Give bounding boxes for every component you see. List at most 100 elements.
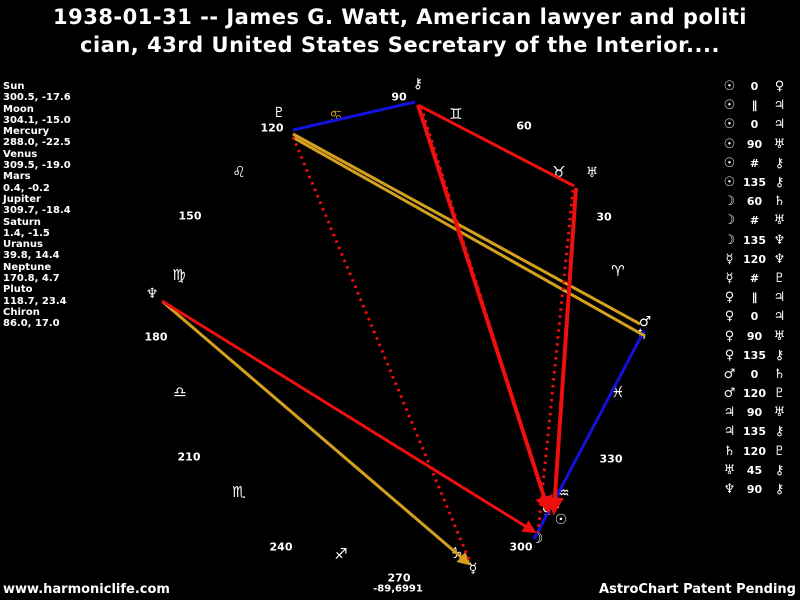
aspect-row-12: ♀ ∥ ♃ bbox=[721, 288, 788, 307]
planet-mercury-icon: ☿ bbox=[468, 561, 478, 577]
aspect-planet1-glyph: ♃ bbox=[723, 405, 736, 421]
planet-value-pluto: 118.7, 23.4 bbox=[3, 295, 67, 307]
aspect-type-label: 120 bbox=[743, 252, 766, 266]
aspect-planet2-glyph: ♄ bbox=[773, 194, 786, 210]
aspect-row-8: ☽ # ♅ bbox=[721, 211, 788, 230]
degree-label-60: 60 bbox=[516, 119, 532, 133]
aspect-planet2-glyph: ♀ bbox=[774, 79, 785, 95]
aspect-planet2-glyph: ♇ bbox=[773, 386, 786, 402]
aspect-type-label: 0 bbox=[750, 80, 759, 94]
aspect-type-label: 90 bbox=[746, 137, 763, 151]
aspect-type-label: 90 bbox=[746, 406, 763, 420]
planet-pluto-icon: ♇ bbox=[272, 105, 286, 121]
aspect-type-label: 120 bbox=[743, 444, 766, 458]
aspect-planet1-glyph: ♄ bbox=[723, 443, 736, 459]
aspect-planet1-glyph: ♀ bbox=[724, 290, 735, 306]
degree-label-210: 210 bbox=[177, 450, 201, 464]
zodiac-sagittarius-icon: ♐ bbox=[334, 545, 348, 563]
degree-label-330: 330 bbox=[599, 452, 623, 466]
degree-label-150: 150 bbox=[178, 209, 202, 223]
aspect-row-10: ☿ 120 ♆ bbox=[721, 250, 788, 269]
aspect-type-label: ∥ bbox=[751, 291, 758, 305]
planet-value-moon: 304.1, -15.0 bbox=[3, 114, 71, 126]
aspect-row-14: ♀ 90 ♅ bbox=[721, 326, 788, 345]
planet-name-jupiter: Jupiter bbox=[3, 193, 41, 205]
aspect-row-18: ♃ 90 ♅ bbox=[721, 403, 788, 422]
planet-name-pluto: Pluto bbox=[3, 284, 33, 296]
planet-name-venus: Venus bbox=[3, 148, 38, 160]
aspect-planet1-glyph: ☽ bbox=[723, 194, 736, 210]
website-link[interactable]: www.harmoniclife.com bbox=[3, 582, 170, 597]
aspect-type-label: 120 bbox=[743, 387, 766, 401]
aspect-planet2-glyph: ⚷ bbox=[774, 175, 785, 191]
planet-name-chiron: Chiron bbox=[3, 306, 40, 318]
planet-name-sun: Sun bbox=[3, 81, 25, 92]
aspect-planet1-glyph: ☉ bbox=[723, 117, 736, 133]
zodiac-virgo-icon: ♍ bbox=[172, 266, 186, 284]
aspect-planet2-glyph: ⚷ bbox=[774, 424, 785, 440]
planet-value-sun: 300.5, -17.6 bbox=[3, 92, 71, 104]
zodiac-aries-icon: ♈ bbox=[611, 262, 625, 280]
aspect-type-label: # bbox=[749, 271, 760, 285]
aspect-planet2-glyph: ♇ bbox=[773, 443, 786, 459]
aspect-type-label: 0 bbox=[750, 118, 759, 132]
aspect-planet2-glyph: ♆ bbox=[773, 251, 786, 267]
zodiac-capricorn-icon: ♑ bbox=[449, 544, 463, 562]
aspect-row-2: ☉ ∥ ♃ bbox=[721, 96, 788, 115]
aspect-planet2-glyph: ♇ bbox=[773, 270, 786, 286]
zodiac-leo-icon: ♌ bbox=[232, 163, 246, 181]
aspect-row-6: ☉ 135 ⚷ bbox=[721, 173, 788, 192]
aspect-type-label: 135 bbox=[743, 425, 766, 439]
aspect-type-label: 135 bbox=[743, 348, 766, 362]
aspect-row-13: ♀ 0 ♃ bbox=[721, 307, 788, 326]
aspect-type-label: ∥ bbox=[751, 99, 758, 113]
planet-value-chiron: 86.0, 17.0 bbox=[3, 318, 60, 330]
aspect-planet2-glyph: ♄ bbox=[773, 366, 786, 382]
degree-label-120: 120 bbox=[260, 121, 284, 135]
axis-readout-label: -89,6991 bbox=[373, 583, 423, 595]
planet-uranus-icon: ♅ bbox=[585, 165, 599, 181]
aspect-planet2-glyph: ♃ bbox=[773, 117, 786, 133]
planet-saturn-icon: ♄ bbox=[635, 327, 649, 343]
aspect-planet2-glyph: ⚷ bbox=[774, 155, 785, 171]
aspect-type-label: # bbox=[749, 214, 760, 228]
planet-value-saturn: 1.4, -1.5 bbox=[3, 227, 50, 239]
degree-label-90: 90 bbox=[391, 90, 407, 104]
aspect-type-label: 0 bbox=[750, 310, 759, 324]
aspect-planet1-glyph: ☽ bbox=[723, 213, 736, 229]
aspect-type-label: # bbox=[749, 156, 760, 170]
planet-moon-icon: ☽ bbox=[530, 531, 544, 547]
aspect-type-label: 90 bbox=[746, 329, 763, 343]
aspect-type-label: 90 bbox=[746, 483, 763, 497]
aspect-planet1-glyph: ☉ bbox=[723, 79, 736, 95]
zodiac-pisces-icon: ♓ bbox=[611, 383, 625, 401]
aspect-planet1-glyph: ☉ bbox=[723, 175, 736, 191]
degree-label-180: 180 bbox=[144, 330, 168, 344]
aspect-row-20: ♄ 120 ♇ bbox=[721, 442, 788, 461]
aspect-row-7: ☽ 60 ♄ bbox=[721, 192, 788, 211]
planet-positions-panel: Sun 300.5, -17.6 Moon 304.1, -15.0 Mercury 28… bbox=[3, 81, 133, 330]
planet-sun-icon: ☉ bbox=[554, 512, 568, 528]
title-line-1: 1938-01-31 -- James G. Watt, American la… bbox=[52, 5, 747, 29]
aspect-row-16: ♂ 0 ♄ bbox=[721, 365, 788, 384]
degree-label-30: 30 bbox=[596, 210, 612, 224]
zodiac-gemini-icon: ♊ bbox=[449, 105, 463, 123]
zodiac-taurus-icon: ♉ bbox=[552, 163, 566, 181]
planet-value-neptune: 170.8, 4.7 bbox=[3, 273, 60, 285]
aspect-planet1-glyph: ♅ bbox=[723, 462, 736, 478]
aspect-list-panel: ☉ 0 ♀ ☉ ∥ ♃ ☉ 0 ♃ ☉ 90 ♅ ☉ # ⚷ ☉ 135 ⚷ ☽ 60 ♄ ☽ # ♅ ☽ 135 ♆ ☿ 120 ♆ ☿ #… bbox=[721, 77, 788, 499]
patent-pending-text: AstroChart Patent Pending bbox=[599, 582, 796, 597]
aspect-planet1-glyph: ☉ bbox=[723, 136, 736, 152]
planet-name-moon: Moon bbox=[3, 103, 34, 115]
aspect-planet2-glyph: ⚷ bbox=[774, 462, 785, 478]
aspect-type-label: 135 bbox=[743, 233, 766, 247]
aspect-planet2-glyph: ♅ bbox=[773, 328, 786, 344]
aspect-planet2-glyph: ♃ bbox=[773, 290, 786, 306]
aspect-planet1-glyph: ☉ bbox=[723, 155, 736, 171]
zodiac-libra-icon: ♎ bbox=[173, 383, 187, 401]
aspect-planet1-glyph: ♆ bbox=[723, 482, 736, 498]
planet-value-mars: 0.4, -0.2 bbox=[3, 182, 50, 194]
aspect-planet2-glyph: ♅ bbox=[773, 213, 786, 229]
aspect-row-22: ♆ 90 ⚷ bbox=[721, 480, 788, 499]
aspect-planet2-glyph: ♃ bbox=[773, 98, 786, 114]
